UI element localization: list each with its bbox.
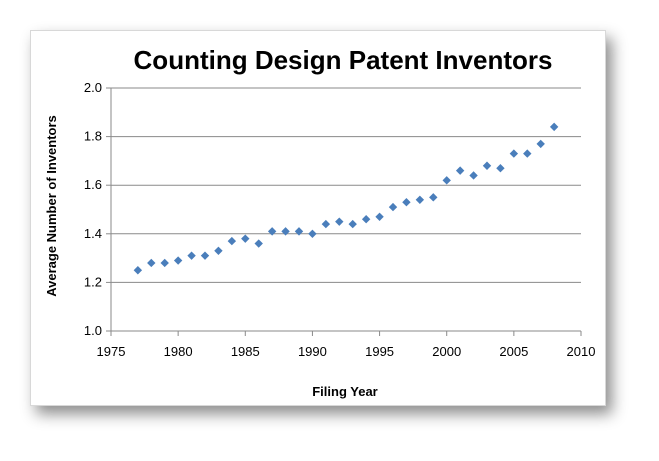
x-tick-label: 1990 bbox=[298, 344, 327, 359]
scatter-chart: Counting Design Patent Inventors 1.01.21… bbox=[44, 45, 596, 399]
y-tick-label: 1.8 bbox=[84, 129, 102, 144]
x-tick-label: 2005 bbox=[499, 344, 528, 359]
y-tick-label: 2.0 bbox=[84, 80, 102, 95]
data-point bbox=[523, 149, 532, 158]
data-point bbox=[536, 139, 545, 149]
y-tick-label: 1.0 bbox=[84, 323, 102, 338]
data-point bbox=[173, 256, 183, 265]
data-point bbox=[509, 149, 519, 158]
x-tick-label: 2000 bbox=[432, 344, 461, 359]
data-point bbox=[469, 171, 478, 180]
x-tick-label: 1980 bbox=[164, 344, 193, 359]
x-axis-label: Filing Year bbox=[312, 384, 378, 399]
data-point bbox=[160, 258, 169, 268]
y-tick-label: 1.2 bbox=[84, 274, 102, 289]
data-point bbox=[388, 202, 398, 212]
data-point bbox=[294, 227, 304, 236]
y-axis-label: Average Number of Inventors bbox=[44, 115, 59, 297]
data-point bbox=[549, 122, 559, 132]
data-point bbox=[375, 212, 384, 221]
data-point bbox=[321, 219, 331, 229]
data-point bbox=[348, 219, 357, 229]
data-point bbox=[308, 229, 317, 238]
x-tick-label: 1985 bbox=[231, 344, 260, 359]
grid-lines bbox=[111, 87, 581, 283]
data-point bbox=[442, 176, 451, 185]
data-point bbox=[281, 227, 290, 236]
data-point bbox=[361, 215, 371, 224]
y-tick-label: 1.4 bbox=[84, 226, 102, 241]
data-point bbox=[214, 246, 223, 256]
data-point bbox=[267, 227, 277, 236]
data-point bbox=[482, 161, 492, 170]
x-tick-label: 2010 bbox=[567, 344, 596, 359]
data-points bbox=[133, 122, 559, 275]
data-point bbox=[241, 234, 250, 243]
x-tick-labels: 1975 1980 1985 1990 1995 2000 2005 2010 bbox=[97, 344, 596, 359]
x-tick-label: 1975 bbox=[97, 344, 126, 359]
y-tick-label: 1.6 bbox=[84, 177, 102, 192]
data-point bbox=[187, 251, 196, 260]
data-point bbox=[200, 251, 210, 260]
y-tick-labels: 1.0 1.2 1.4 1.6 1.8 2.0 bbox=[84, 80, 102, 338]
x-tick-label: 1995 bbox=[365, 344, 394, 359]
data-point bbox=[415, 195, 425, 204]
chart-title: Counting Design Patent Inventors bbox=[134, 45, 553, 75]
data-point bbox=[227, 236, 237, 246]
data-point bbox=[455, 166, 465, 175]
data-point bbox=[147, 258, 156, 268]
axes bbox=[106, 87, 582, 336]
data-point bbox=[335, 217, 344, 226]
data-point bbox=[402, 198, 411, 207]
data-point bbox=[133, 266, 143, 275]
data-point bbox=[254, 239, 263, 248]
data-point bbox=[429, 193, 438, 202]
chart-frame: Counting Design Patent Inventors 1.0 1.2 1… bbox=[30, 30, 606, 406]
data-point bbox=[496, 163, 505, 173]
